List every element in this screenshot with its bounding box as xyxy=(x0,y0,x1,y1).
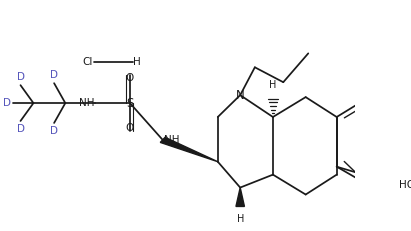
Text: NH: NH xyxy=(79,98,95,108)
Text: D: D xyxy=(50,126,58,136)
Text: D: D xyxy=(3,98,11,108)
Text: Cl: Cl xyxy=(83,57,93,67)
Text: HO: HO xyxy=(399,179,411,190)
Text: NH: NH xyxy=(164,135,180,145)
Text: D: D xyxy=(16,72,25,82)
Text: H: H xyxy=(269,80,277,90)
Text: H: H xyxy=(133,57,141,67)
Text: S: S xyxy=(126,97,134,109)
Text: D: D xyxy=(16,124,25,134)
Text: N: N xyxy=(236,89,245,102)
Polygon shape xyxy=(236,188,245,207)
Text: O: O xyxy=(126,73,134,83)
Text: D: D xyxy=(50,70,58,80)
Text: O: O xyxy=(126,123,134,133)
Polygon shape xyxy=(160,137,218,162)
Text: H: H xyxy=(236,214,244,224)
